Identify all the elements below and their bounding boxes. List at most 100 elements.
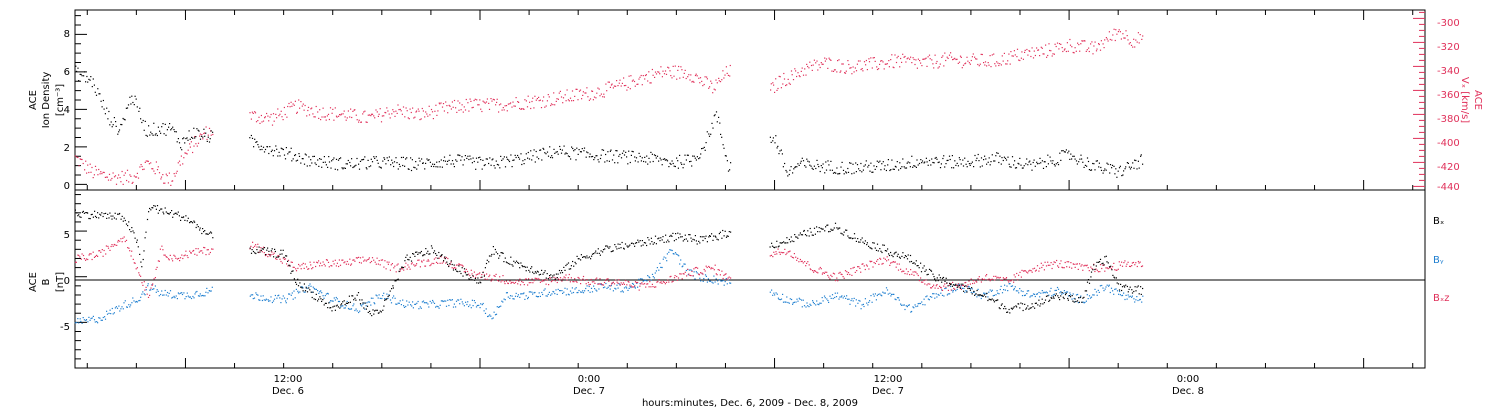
bz-point [1084, 264, 1086, 266]
bz-point [158, 260, 160, 262]
density-point [774, 142, 776, 144]
bx-point [122, 220, 124, 222]
vx-point [891, 54, 893, 56]
density-point [162, 123, 164, 125]
bx-point [989, 298, 991, 301]
bx-point [841, 233, 843, 235]
vx-point [981, 53, 983, 56]
bx-point [206, 233, 208, 235]
by-point [352, 305, 354, 307]
by-point [771, 289, 773, 291]
bz-point [182, 257, 184, 260]
bz-point [944, 283, 946, 285]
bx-point [262, 248, 264, 250]
density-point [1081, 158, 1083, 160]
bz-point [1105, 267, 1107, 269]
by-point [645, 279, 647, 281]
bz-point [454, 266, 456, 269]
x-tick-label: 0:00 [1177, 374, 1199, 385]
density-point [1086, 157, 1089, 159]
bx-point [518, 262, 520, 264]
density-point [250, 134, 252, 137]
bx-point [854, 237, 856, 239]
bz-point [99, 250, 101, 252]
vx-point [562, 97, 565, 99]
by-point [294, 297, 296, 299]
vx-point [145, 160, 147, 162]
by-point [94, 321, 96, 323]
by-point [778, 298, 780, 300]
bx-point [1104, 256, 1106, 258]
by-point [1106, 284, 1108, 286]
density-point [432, 163, 434, 165]
by-point [77, 318, 79, 320]
bx-point [146, 218, 149, 221]
vx-point [131, 182, 133, 184]
by-point [347, 307, 350, 310]
bx-point [189, 221, 192, 223]
bx-point [136, 239, 138, 241]
bz-point [411, 262, 413, 264]
vx-point [703, 83, 705, 86]
by-point [88, 316, 90, 318]
bx-point [1050, 297, 1052, 299]
density-point [506, 158, 508, 160]
bz-point [396, 264, 398, 266]
bz-point [923, 279, 925, 282]
by-point [1028, 290, 1030, 292]
density-point [460, 159, 462, 161]
bz-point [780, 251, 782, 253]
vx-point [1126, 35, 1128, 37]
bx-point [550, 274, 552, 276]
vx-point [1078, 44, 1080, 46]
by-point [1055, 289, 1057, 291]
bx-point [506, 262, 508, 264]
by-point [616, 284, 618, 286]
bx-point [570, 268, 572, 270]
density-point [580, 151, 582, 153]
bx-point [619, 243, 621, 245]
bz-point [634, 281, 637, 283]
vx-point [1007, 60, 1009, 62]
by-point [417, 300, 419, 303]
density-point [967, 160, 969, 162]
vx-point [804, 68, 806, 70]
bx-point [277, 256, 279, 258]
density-point [337, 159, 340, 161]
density-point [123, 118, 125, 120]
density-point [948, 155, 951, 157]
bz-point [157, 260, 159, 262]
bx-point [142, 258, 144, 261]
bz-point [1117, 268, 1119, 270]
vx-point [782, 83, 784, 85]
bz-point [591, 281, 593, 283]
by-point [534, 291, 536, 294]
by-point [989, 289, 991, 291]
vx-point [207, 134, 209, 136]
bx-point [177, 211, 179, 213]
by-point [289, 293, 291, 295]
vx-point [693, 81, 695, 83]
vx-point [370, 115, 372, 117]
vx-point [613, 85, 615, 87]
density-point [1118, 167, 1121, 169]
bz-point [972, 282, 974, 285]
bx-point [1000, 304, 1002, 306]
vx-point [458, 109, 460, 111]
bz-point [112, 245, 114, 247]
by-point [89, 319, 91, 321]
by-point [827, 299, 829, 302]
bx-point [165, 211, 167, 213]
density-point [256, 141, 258, 143]
bz-point [502, 275, 504, 277]
by-point [1086, 294, 1088, 296]
vx-point [1141, 38, 1143, 40]
by-point [858, 299, 860, 302]
vx-point [176, 170, 178, 172]
density-point [1093, 163, 1095, 165]
bz-point [940, 287, 942, 289]
bx-point [922, 267, 924, 269]
by-point [773, 292, 775, 294]
density-point [1002, 159, 1004, 162]
density-point [1061, 150, 1063, 152]
